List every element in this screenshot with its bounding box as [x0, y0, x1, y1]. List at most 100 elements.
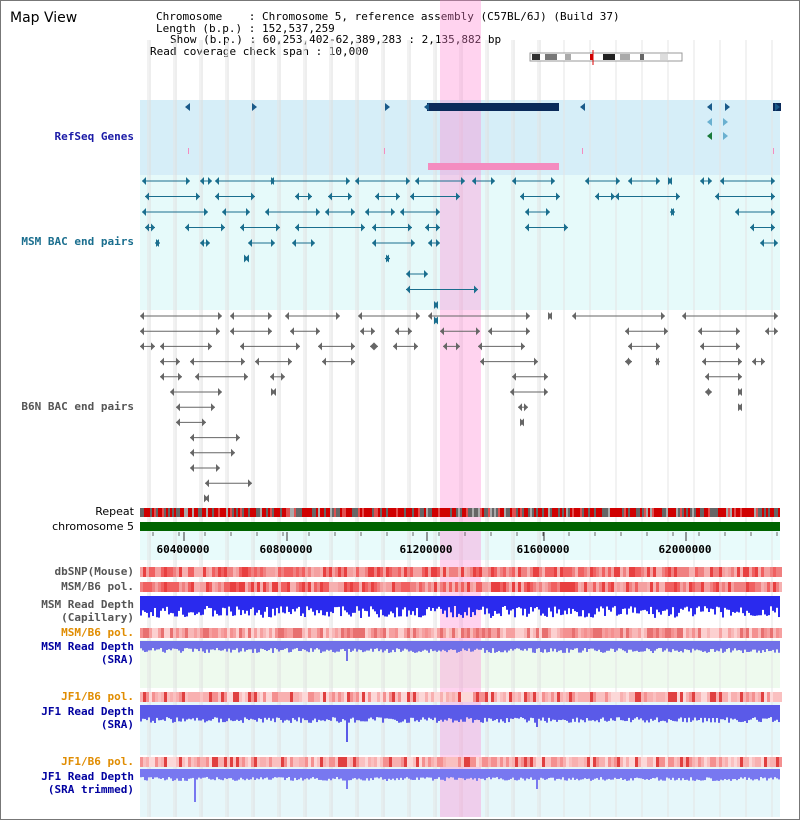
msm-pol-heat: [455, 582, 458, 592]
track-label-b6n-bac[interactable]: B6N BAC end pairs: [21, 400, 134, 413]
repeat-segment: [290, 508, 292, 517]
repeat-segment: [428, 508, 430, 517]
jf1-depth-sra: [442, 705, 444, 722]
track-label-refseq[interactable]: RefSeq Genes: [54, 130, 134, 143]
track-label-msm-depth-capillary[interactable]: MSM Read Depth: [41, 598, 134, 611]
repeat-segment: [758, 508, 760, 517]
jf1-depth-trimmed: [408, 769, 410, 779]
track-label-jf1-pol-2[interactable]: JF1/B6 pol.: [61, 755, 134, 768]
msm-depth-capillary: [390, 596, 392, 612]
msm-depth-capillary: [488, 596, 490, 614]
jf1-depth-trimmed: [722, 769, 724, 781]
track-label-msm-bac[interactable]: MSM BAC end pairs: [21, 235, 134, 248]
msm-depth-capillary: [746, 596, 748, 611]
jf1-pol-heat: [509, 692, 512, 702]
jf1-depth-sra: [200, 705, 202, 721]
msm-pol-heat-2: [731, 628, 734, 638]
jf1-depth-trimmed: [154, 769, 156, 778]
dbsnp-heat: [380, 567, 383, 577]
jf1-depth-trimmed: [334, 769, 336, 779]
jf1-depth-sra: [500, 705, 502, 720]
msm-pol-heat-2: [290, 628, 293, 638]
msm-pol-heat-2: [638, 628, 641, 638]
repeat-segment: [624, 508, 626, 517]
repeat-segment: [512, 508, 514, 517]
repeat-segment: [768, 508, 770, 517]
msm-depth-sra: [216, 641, 218, 649]
track-label-jf1-depth-sra[interactable]: JF1 Read Depth: [41, 705, 134, 718]
msm-pol-heat-2: [191, 628, 194, 638]
jf1-pol-heat: [515, 692, 518, 702]
msm-depth-sra: [480, 641, 482, 650]
msm-depth-sra: [576, 641, 578, 649]
jf1-pol-heat-2: [728, 757, 731, 767]
repeat-segment: [460, 508, 462, 517]
track-label-msm-depth-sra[interactable]: MSM Read Depth: [41, 640, 134, 653]
msm-pol-heat-2: [434, 628, 437, 638]
track-label-jf1-pol-1[interactable]: JF1/B6 pol.: [61, 690, 134, 703]
repeat-segment: [678, 508, 680, 517]
jf1-depth-sra: [760, 705, 762, 723]
msm-pol-heat-2: [674, 628, 677, 638]
track-label-msm-pol-2[interactable]: MSM/B6 pol.: [61, 626, 134, 639]
bac-end-marker: [285, 312, 289, 320]
msm-pol-heat: [452, 582, 455, 592]
msm-depth-sra: [714, 641, 716, 652]
jf1-pol-heat-2: [623, 757, 626, 767]
track-label-msm-pol-1[interactable]: MSM/B6 pol.: [61, 580, 134, 593]
jf1-depth-trimmed: [720, 769, 722, 780]
jf1-depth-sra: [440, 705, 442, 720]
jf1-depth-trimmed: [452, 769, 454, 778]
jf1-depth-trimmed: [494, 769, 496, 778]
jf1-depth-trimmed: [358, 769, 360, 779]
msm-pol-heat-2: [503, 628, 506, 638]
repeat-segment: [426, 508, 428, 517]
jf1-pol-heat: [761, 692, 764, 702]
jf1-depth-trimmed: [528, 769, 530, 780]
jf1-depth-trimmed: [236, 769, 238, 781]
jf1-depth-sra: [202, 705, 204, 720]
msm-depth-sra: [232, 641, 234, 650]
msm-depth-capillary: [710, 596, 712, 609]
jf1-depth-sra: [706, 705, 708, 722]
msm-depth-capillary: [590, 596, 592, 618]
msm-depth-sra: [596, 641, 598, 652]
bac-end-marker: [771, 208, 775, 216]
jf1-depth-sra: [352, 705, 354, 718]
msm-pol-heat: [611, 582, 614, 592]
track-label-jf1-depth-trimmed[interactable]: JF1 Read Depth: [41, 770, 134, 783]
msm-depth-capillary: [716, 596, 718, 607]
jf1-pol-heat: [476, 692, 479, 702]
msm-depth-capillary: [232, 596, 234, 616]
msm-depth-capillary: [762, 596, 764, 610]
msm-pol-heat-2: [230, 628, 233, 638]
jf1-depth-sra: [332, 705, 334, 718]
jf1-depth-sra: [590, 705, 592, 721]
jf1-pol-heat: [425, 692, 428, 702]
msm-pol-heat: [692, 582, 695, 592]
repeat-segment: [372, 508, 374, 517]
jf1-pol-heat: [371, 692, 374, 702]
jf1-pol-heat-2: [653, 757, 656, 767]
msm-pol-heat: [629, 582, 632, 592]
jf1-depth-sra: [602, 705, 604, 718]
msm-pol-heat-2: [536, 628, 539, 638]
jf1-pol-heat: [605, 692, 608, 702]
jf1-pol-heat: [155, 692, 158, 702]
msm-depth-sra: [396, 641, 398, 649]
jf1-depth-trimmed: [240, 769, 242, 778]
msm-depth-capillary: [210, 596, 212, 609]
msm-depth-capillary: [358, 596, 360, 611]
jf1-depth-trimmed: [558, 769, 560, 779]
track-label-dbsnp[interactable]: dbSNP(Mouse): [54, 565, 134, 578]
repeat-segment: [648, 508, 650, 517]
msm-depth-capillary: [322, 596, 324, 616]
repeat-segment: [664, 508, 666, 517]
msm-depth-capillary: [296, 596, 298, 609]
repeat-segment: [466, 508, 468, 517]
bac-end-marker: [488, 327, 492, 336]
jf1-depth-sra: [450, 705, 452, 719]
msm-pol-heat: [770, 582, 773, 592]
jf1-depth-sra: [530, 705, 532, 718]
